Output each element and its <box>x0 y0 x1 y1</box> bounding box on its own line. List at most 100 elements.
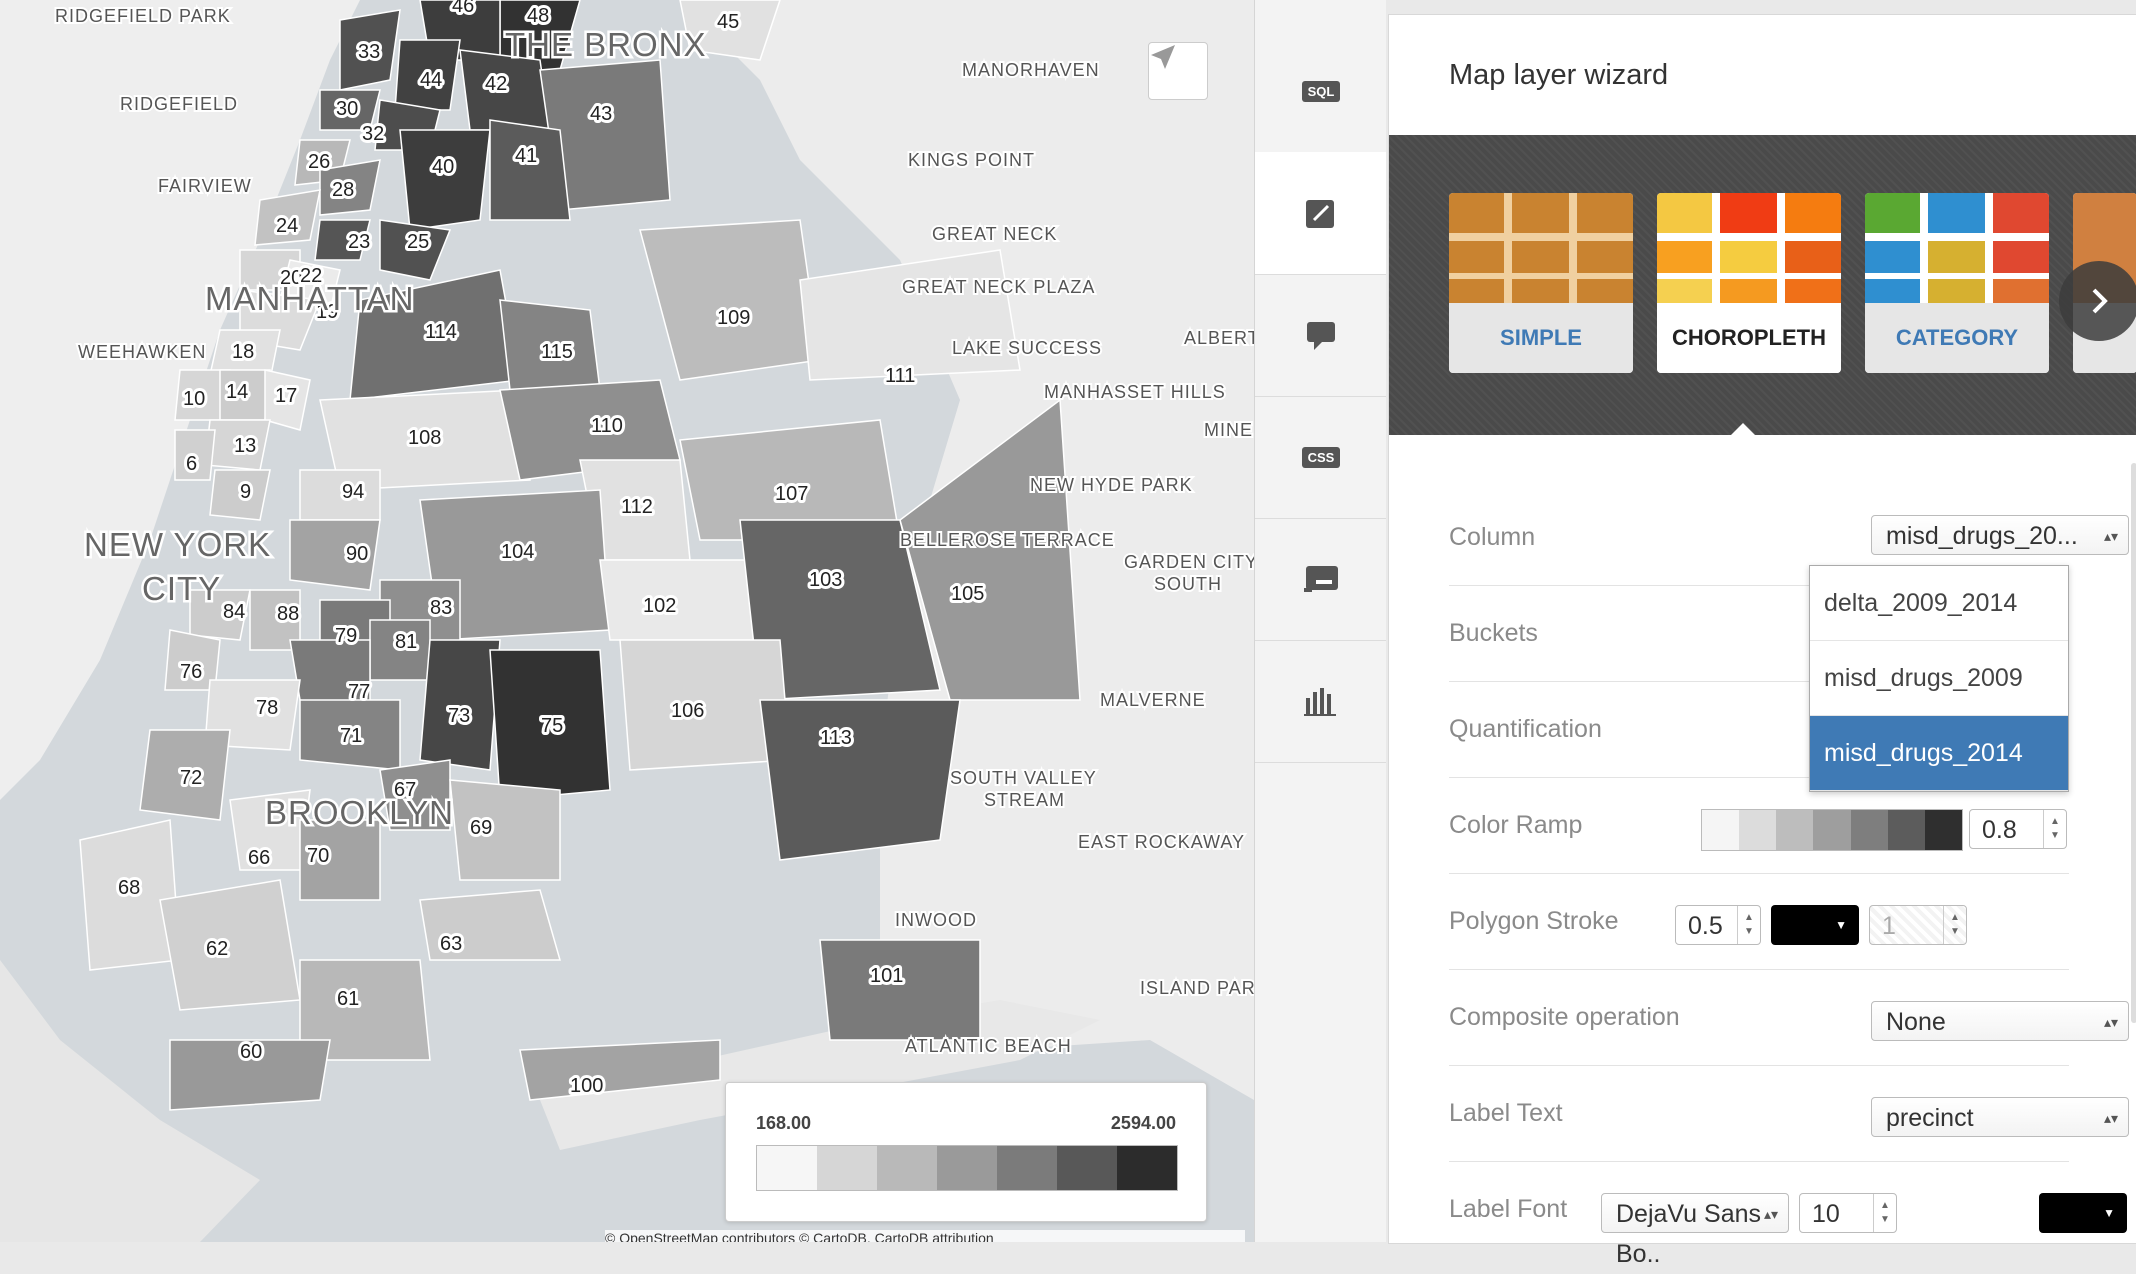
ramp-opacity-value: 0.8 <box>1982 816 2017 844</box>
precinct-label: 81 <box>395 631 417 653</box>
precinct-polygon[interactable] <box>169 1039 331 1111</box>
precinct-label: 73 <box>448 705 470 727</box>
precinct-polygon[interactable] <box>209 469 271 521</box>
precinct-polygon[interactable] <box>419 639 501 771</box>
label-color-picker[interactable]: ▼ <box>2039 1193 2127 1233</box>
precinct-polygon[interactable] <box>159 879 301 1011</box>
precinct-label: 90 <box>346 543 368 565</box>
wizard-category[interactable]: CATEGORY <box>1865 193 2049 373</box>
precinct-polygon[interactable] <box>419 889 561 961</box>
precinct-polygon[interactable] <box>319 389 531 491</box>
precinct-polygon[interactable] <box>399 129 491 231</box>
color-ramp-select[interactable] <box>1701 809 1963 851</box>
column-option[interactable]: misd_drugs_2009 <box>1810 641 2068 716</box>
precinct-polygon[interactable] <box>319 89 381 131</box>
precinct-polygon[interactable] <box>174 429 216 481</box>
precinct-polygon[interactable] <box>139 729 231 821</box>
place-label: THE BRONX <box>505 26 707 63</box>
sql-tool-button[interactable]: SQL <box>1255 30 1387 153</box>
wizard-simple[interactable]: SIMPLE <box>1449 193 1633 373</box>
precinct-polygon[interactable] <box>679 0 781 61</box>
ramp-swatch <box>1850 810 1888 850</box>
css-tool-button[interactable]: CSS <box>1255 396 1387 519</box>
layer-toolbar: SQL CSS <box>1254 0 1387 1242</box>
precinct-polygon[interactable] <box>299 959 431 1061</box>
sw-land <box>0 960 260 1242</box>
label-text-select[interactable]: precinct ▴▾ <box>1871 1097 2129 1137</box>
precinct-polygon[interactable] <box>379 759 451 831</box>
precinct-polygon[interactable] <box>489 649 611 801</box>
precinct-polygon[interactable] <box>394 39 461 111</box>
wizard-simple-label: SIMPLE <box>1449 303 1633 373</box>
spinner-icon[interactable]: ▲ ▼ <box>1943 906 1966 944</box>
quantification-label: Quantification <box>1449 715 1602 743</box>
label-size-input[interactable]: 10 ▲ ▼ <box>1799 1193 1897 1233</box>
legend-swatch <box>877 1146 937 1190</box>
infowindow-tool-button[interactable] <box>1255 274 1387 397</box>
precinct-label: 20 <box>280 267 302 289</box>
precinct-polygon[interactable] <box>264 369 311 431</box>
spinner-icon[interactable]: ▲ ▼ <box>2043 810 2066 848</box>
map-canvas[interactable]: 48 46 45 33 44 42 43 30 32 40 41 26 28 2… <box>0 0 1254 1242</box>
ramp-opacity-input[interactable]: 0.8 ▲ ▼ <box>1969 809 2067 849</box>
ramp-swatch <box>1776 810 1814 850</box>
label-font-value: DejaVu Sans Bo.. <box>1616 1200 1761 1268</box>
share-map-button[interactable] <box>1148 42 1208 100</box>
wizard-next-button[interactable] <box>2059 261 2136 341</box>
place-label: FAIRVIEW <box>158 176 252 196</box>
wizard-choropleth[interactable]: CHOROPLETH <box>1657 193 1841 373</box>
label-font-select[interactable]: DejaVu Sans Bo.. ▴▾ <box>1601 1193 1789 1268</box>
precinct-polygon[interactable] <box>759 699 961 861</box>
label-font-row: Label Font DejaVu Sans Bo.. ▴▾ 10 ▲ ▼ ▼ <box>1449 1161 2127 1268</box>
precinct-polygon[interactable] <box>254 189 321 246</box>
select-arrows-icon: ▴▾ <box>2103 1014 2118 1030</box>
precinct-polygon[interactable] <box>819 939 981 1041</box>
precinct-label: 23 <box>348 231 370 253</box>
precinct-polygon[interactable] <box>449 779 561 881</box>
precinct-polygon[interactable] <box>289 519 381 591</box>
precinct-polygon[interactable] <box>519 1039 721 1101</box>
precinct-label: 69 <box>470 817 492 839</box>
composite-select[interactable]: None ▴▾ <box>1871 1001 2129 1041</box>
precinct-label: 28 <box>332 179 354 201</box>
precinct-polygon[interactable] <box>319 159 381 216</box>
precinct-polygon[interactable] <box>189 589 251 641</box>
wizard-tool-button[interactable] <box>1255 152 1387 275</box>
precinct-label: 19 <box>316 301 338 323</box>
precinct-label: 88 <box>277 603 299 625</box>
place-label: MINE <box>1204 420 1253 440</box>
precinct-polygon[interactable] <box>379 219 452 281</box>
place-label: NEW HYDE PARK <box>1030 475 1193 495</box>
precinct-polygon[interactable] <box>799 249 1021 381</box>
precinct-label: 6 <box>186 453 197 475</box>
column-dropdown[interactable]: delta_2009_2014 misd_drugs_2009 misd_dru… <box>1809 565 2069 792</box>
stroke-color-picker[interactable]: ▼ <box>1771 905 1859 945</box>
panel-scrollbar[interactable] <box>2131 463 2136 1023</box>
brush-icon <box>1306 200 1334 228</box>
color-ramp-row: Color Ramp <box>1449 777 2069 874</box>
precinct-polygon[interactable] <box>489 119 571 221</box>
precinct-polygon[interactable] <box>299 469 381 521</box>
widgets-tool-button[interactable] <box>1255 640 1387 763</box>
spinner-icon[interactable]: ▲ ▼ <box>1873 1194 1896 1232</box>
spinner-icon[interactable]: ▲ ▼ <box>1737 906 1760 944</box>
label-font-label: Label Font <box>1449 1195 1568 1223</box>
panel-title: Map layer wizard <box>1449 59 1669 91</box>
legends-tool-button[interactable] <box>1255 518 1387 641</box>
precinct-polygon[interactable] <box>339 9 401 91</box>
map-view[interactable]: 48 46 45 33 44 42 43 30 32 40 41 26 28 2… <box>0 0 1254 1242</box>
column-select[interactable]: misd_drugs_20... ▴▾ <box>1871 515 2129 555</box>
precinct-polygon[interactable] <box>314 219 371 261</box>
precinct-polygon[interactable] <box>899 398 1081 701</box>
css-icon: CSS <box>1301 446 1341 468</box>
precinct-polygon[interactable] <box>599 559 761 641</box>
legend-swatch <box>937 1146 997 1190</box>
label-text-value: precinct <box>1886 1104 1974 1132</box>
legend-swatch <box>817 1146 877 1190</box>
column-option[interactable]: delta_2009_2014 <box>1810 566 2068 641</box>
stroke-opacity-input[interactable]: 1 ▲ ▼ <box>1869 905 1967 945</box>
precinct-polygon[interactable] <box>299 819 381 901</box>
label-text-label: Label Text <box>1449 1099 1563 1127</box>
column-option-selected[interactable]: misd_drugs_2014 <box>1810 716 2068 791</box>
stroke-width-input[interactable]: 0.5 ▲ ▼ <box>1675 905 1761 945</box>
